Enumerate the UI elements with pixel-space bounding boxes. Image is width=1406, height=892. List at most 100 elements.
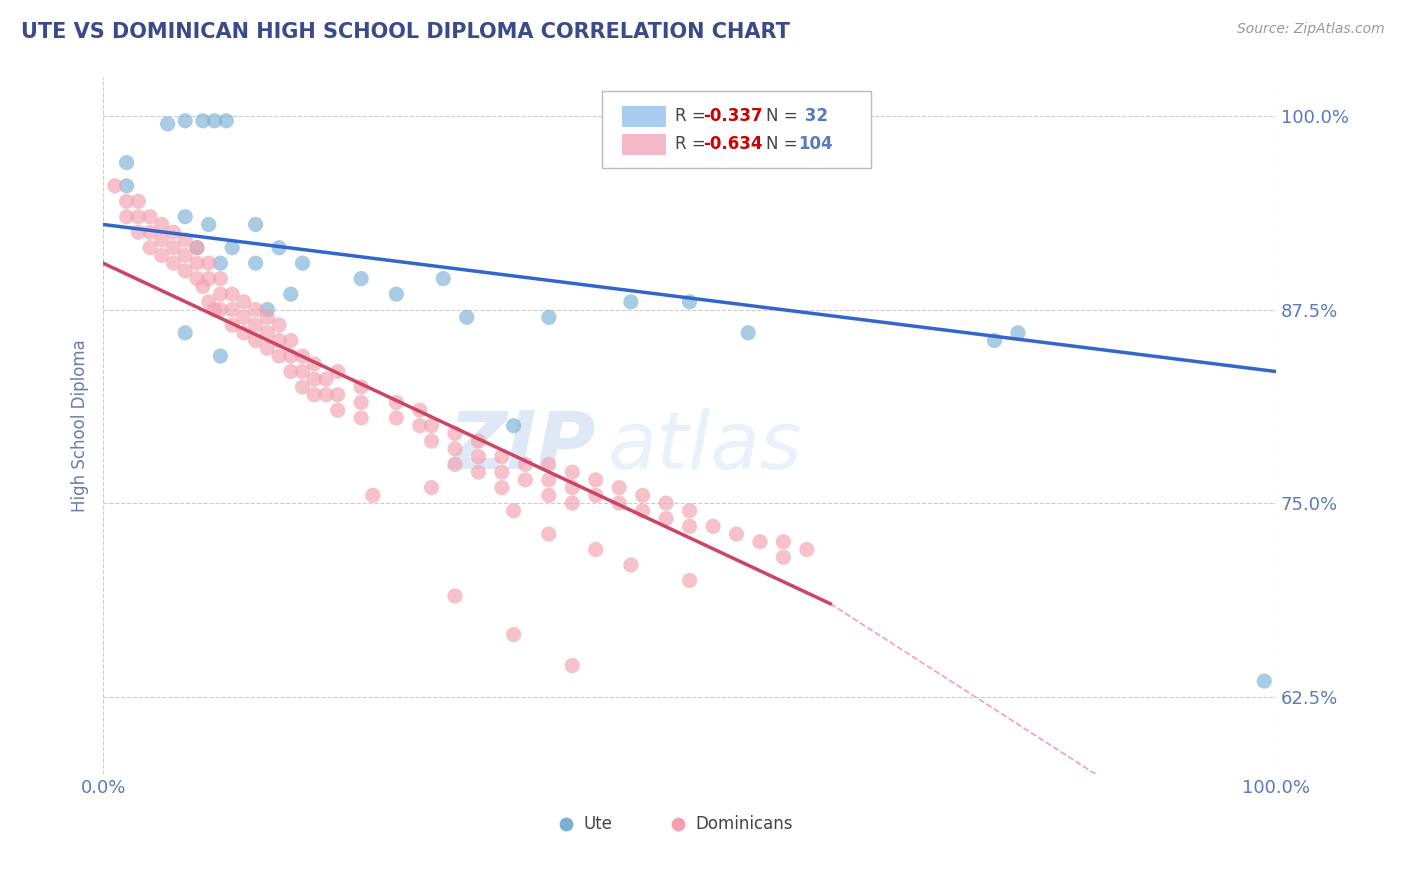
Point [350,411,373,425]
Point [515,458,537,472]
Point [737,326,759,340]
Text: 104: 104 [799,135,834,153]
Point [291,349,314,363]
Point [209,302,232,317]
Text: 32: 32 [799,107,828,125]
Text: atlas: atlas [607,408,803,485]
Point [221,241,243,255]
Point [197,294,219,309]
FancyBboxPatch shape [602,91,872,168]
Point [655,511,678,525]
Point [115,178,138,193]
Point [467,450,489,464]
Text: N =: N = [766,107,803,125]
Point [302,372,325,386]
Text: Ute: Ute [583,815,613,833]
Point [104,178,127,193]
Point [204,302,226,317]
Point [256,310,278,325]
Point [467,434,489,449]
Text: R =: R = [675,135,711,153]
Point [361,488,384,502]
Point [150,218,173,232]
Text: -0.634: -0.634 [703,135,763,153]
Point [245,302,267,317]
Point [150,248,173,262]
Point [678,574,700,588]
Point [209,349,232,363]
Point [256,302,278,317]
Point [139,210,162,224]
Point [1007,326,1029,340]
Point [291,256,314,270]
Point [280,365,302,379]
Point [280,334,302,348]
Point [174,248,197,262]
Point [385,411,408,425]
Point [620,558,643,572]
Point [162,241,184,255]
Point [256,341,278,355]
Point [537,488,560,502]
Point [174,113,197,128]
Point [420,418,443,433]
Point [174,210,197,224]
Text: N =: N = [766,135,803,153]
Point [537,310,560,325]
Point [620,294,643,309]
Point [315,388,337,402]
Point [209,256,232,270]
Point [232,294,254,309]
Point [702,519,724,533]
Point [209,287,232,301]
Point [983,334,1005,348]
Point [655,496,678,510]
Point [280,349,302,363]
Point [162,225,184,239]
Point [267,334,290,348]
Point [267,318,290,332]
Point [537,473,560,487]
Point [350,395,373,409]
Point [127,194,149,209]
Y-axis label: High School Diploma: High School Diploma [72,339,89,512]
Point [796,542,818,557]
Point [326,388,349,402]
Point [515,473,537,487]
Point [186,256,208,270]
Point [678,294,700,309]
Point [350,380,373,394]
Point [772,550,794,565]
Point [444,458,467,472]
Point [221,302,243,317]
Point [409,418,432,433]
Point [291,365,314,379]
Point [245,334,267,348]
Point [197,271,219,285]
Point [585,542,607,557]
Point [444,589,467,603]
Text: UTE VS DOMINICAN HIGH SCHOOL DIPLOMA CORRELATION CHART: UTE VS DOMINICAN HIGH SCHOOL DIPLOMA COR… [21,22,790,42]
Point [420,434,443,449]
Point [191,279,214,293]
Point [197,256,219,270]
Point [174,233,197,247]
Point [186,241,208,255]
Point [678,504,700,518]
Text: -0.337: -0.337 [703,107,763,125]
Point [725,527,748,541]
Point [561,496,583,510]
Point [467,465,489,479]
Text: R =: R = [675,107,711,125]
Point [245,218,267,232]
Point [127,225,149,239]
Point [221,318,243,332]
Point [678,519,700,533]
Point [139,225,162,239]
Point [491,450,513,464]
FancyBboxPatch shape [621,106,666,127]
Point [174,264,197,278]
Point [537,527,560,541]
Point [221,287,243,301]
Point [315,372,337,386]
